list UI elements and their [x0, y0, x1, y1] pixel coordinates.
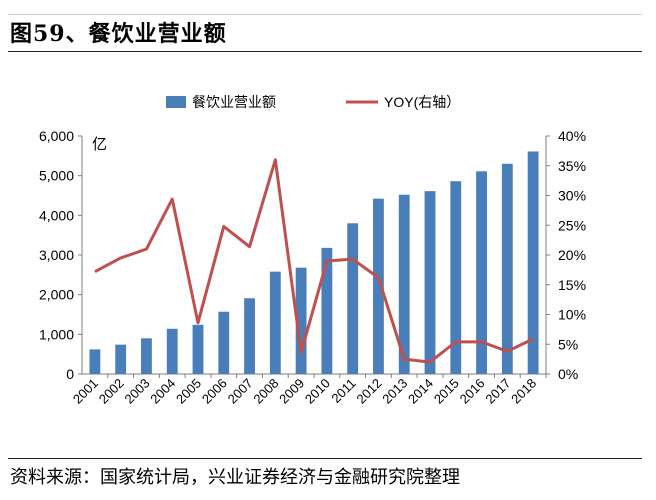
bar: [398, 194, 410, 374]
y-right-tick-label: 40%: [558, 128, 586, 144]
x-tick-label: 2003: [122, 376, 153, 407]
source-note: 资料来源：国家统计局，兴业证券经济与金融研究院整理: [10, 467, 460, 488]
yoy-line: [94, 158, 534, 364]
bar: [373, 198, 384, 374]
y-right-tick-label: 25%: [558, 217, 586, 233]
x-tick-label: 2016: [457, 376, 488, 407]
legend-swatch-bar: [166, 96, 186, 108]
title-divider: [8, 51, 642, 52]
y-right-tick-label: 15%: [558, 277, 586, 293]
y-right-tick-label: 5%: [558, 336, 578, 352]
x-tick-label: 2009: [276, 376, 307, 407]
bar: [476, 171, 487, 374]
bar: [269, 271, 281, 374]
y-left-tick-label: 0: [66, 366, 74, 382]
bar: [218, 311, 230, 374]
y-left-tick-label: 6,000: [39, 128, 74, 144]
bar: [115, 344, 127, 374]
x-tick-label: 2004: [147, 376, 178, 407]
header-top-line: [8, 14, 642, 15]
x-tick-label: 2002: [96, 376, 127, 407]
x-tick-label: 2014: [405, 376, 436, 407]
x-tick-label: 2008: [250, 376, 281, 407]
y-right-tick-label: 0%: [558, 366, 578, 382]
left-axis-unit: 亿: [92, 136, 107, 153]
y-left-tick-label: 2,000: [39, 287, 74, 303]
x-tick-label: 2006: [199, 376, 230, 407]
bar: [501, 163, 513, 374]
x-tick-label: 2001: [70, 376, 101, 407]
y-right-tick-label: 35%: [558, 158, 586, 174]
y-right-tick-label: 20%: [558, 247, 586, 263]
bar: [192, 324, 204, 374]
y-left-tick-label: 3,000: [39, 247, 74, 263]
bar: [295, 267, 307, 374]
legend-label-bar: 餐饮业营业额: [192, 94, 276, 110]
footer-divider: [8, 458, 642, 459]
y-left-tick-label: 4,000: [39, 207, 74, 223]
bar: [244, 298, 255, 374]
chart: 餐饮业营业额 YOY(右轴） 亿 0 1,000 2,000 3,000 4,000 5,…: [39, 94, 586, 407]
x-tick-label: 2015: [431, 376, 462, 407]
x-tick-label: 2007: [225, 376, 256, 407]
bar: [424, 191, 436, 374]
bar: [321, 247, 333, 374]
x-tick-label: 2012: [354, 376, 385, 407]
legend: 餐饮业营业额 YOY(右轴）: [166, 94, 460, 110]
x-tick-label: 2011: [328, 376, 358, 406]
y-right-tick-label: 10%: [558, 307, 586, 323]
x-tick-label: 2005: [173, 376, 204, 407]
figure-title: 图59、餐饮业营业额: [10, 21, 227, 47]
x-tick-label: 2013: [379, 376, 410, 407]
bar: [89, 349, 101, 374]
x-tick-label: 2018: [508, 376, 539, 407]
y-right-tick-label: 30%: [558, 188, 586, 204]
bar: [347, 223, 359, 374]
legend-label-line: YOY(右轴）: [384, 94, 460, 110]
bar: [527, 151, 539, 374]
y-left-tick-label: 5,000: [39, 168, 74, 184]
bar: [166, 328, 178, 374]
y-left-tick-label: 1,000: [39, 326, 74, 342]
line-series: [94, 158, 534, 364]
bar: [450, 181, 462, 374]
bar-series: [89, 151, 539, 374]
x-tick-label: 2017: [482, 376, 513, 407]
bar: [141, 338, 152, 374]
x-tick-label: 2010: [302, 376, 333, 407]
